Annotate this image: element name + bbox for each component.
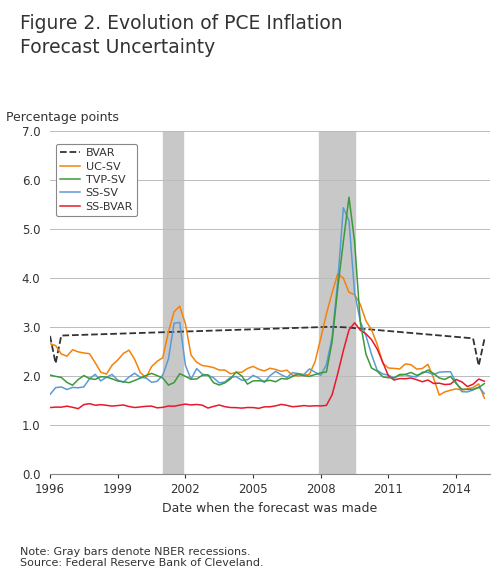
SS-BVAR	[239, 405, 245, 412]
SS-BVAR	[482, 378, 488, 385]
SS-BVAR	[81, 401, 87, 408]
SS-BVAR	[368, 336, 374, 343]
SS-BVAR	[272, 403, 278, 409]
Line: SS-BVAR: SS-BVAR	[50, 323, 484, 409]
Line: BVAR: BVAR	[50, 327, 484, 365]
UC-SV	[363, 317, 369, 324]
BVAR	[267, 325, 273, 332]
Line: UC-SV: UC-SV	[50, 274, 484, 398]
BVAR	[75, 332, 81, 339]
Text: Figure 2. Evolution of PCE Inflation
Forecast Uncertainty: Figure 2. Evolution of PCE Inflation For…	[20, 14, 342, 57]
BVAR	[363, 325, 369, 332]
X-axis label: Date when the forecast was made: Date when the forecast was made	[162, 501, 378, 514]
BVAR	[120, 330, 126, 337]
BVAR	[233, 327, 239, 333]
Text: Percentage points: Percentage points	[6, 111, 119, 124]
UC-SV	[233, 369, 239, 376]
Legend: BVAR, UC-SV, TVP-SV, SS-SV, SS-BVAR: BVAR, UC-SV, TVP-SV, SS-SV, SS-BVAR	[56, 144, 138, 216]
SS-SV	[75, 384, 81, 391]
BVAR	[47, 332, 53, 339]
SS-SV	[267, 372, 273, 379]
TVP-SV	[75, 376, 81, 383]
SS-SV	[363, 332, 369, 339]
TVP-SV	[120, 378, 126, 385]
BVAR	[188, 328, 194, 335]
Bar	[318, 131, 354, 474]
TVP-SV	[47, 372, 53, 379]
TVP-SV	[267, 377, 273, 384]
SS-SV	[47, 391, 53, 398]
SS-SV	[482, 390, 488, 397]
Line: TVP-SV: TVP-SV	[50, 197, 484, 389]
TVP-SV	[233, 368, 239, 375]
SS-SV	[340, 204, 346, 211]
SS-BVAR	[47, 404, 53, 411]
SS-BVAR	[126, 403, 132, 410]
UC-SV	[482, 395, 488, 401]
Text: Note: Gray bars denote NBER recessions.
Source: Federal Reserve Bank of Clevelan: Note: Gray bars denote NBER recessions. …	[20, 546, 264, 568]
TVP-SV	[346, 194, 352, 200]
Line: SS-SV: SS-SV	[50, 208, 484, 395]
UC-SV	[188, 352, 194, 359]
UC-SV	[267, 365, 273, 372]
TVP-SV	[464, 386, 470, 393]
TVP-SV	[363, 351, 369, 357]
TVP-SV	[188, 376, 194, 383]
UC-SV	[120, 350, 126, 357]
UC-SV	[75, 348, 81, 355]
UC-SV	[334, 270, 340, 277]
SS-SV	[120, 379, 126, 385]
SS-SV	[188, 376, 194, 383]
BVAR	[476, 362, 482, 369]
SS-BVAR	[194, 401, 200, 408]
UC-SV	[47, 340, 53, 347]
SS-BVAR	[75, 405, 81, 412]
SS-SV	[233, 373, 239, 380]
BVAR	[329, 323, 335, 330]
Bar	[163, 131, 183, 474]
BVAR	[482, 336, 488, 343]
SS-BVAR	[352, 319, 358, 326]
TVP-SV	[482, 380, 488, 387]
